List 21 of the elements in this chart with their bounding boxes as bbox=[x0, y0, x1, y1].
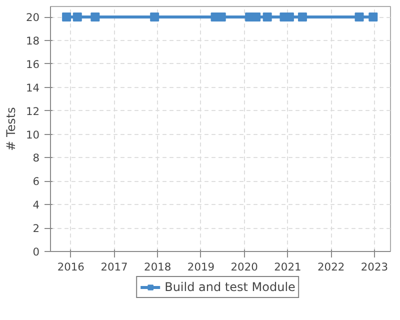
x-tick-label: 2017 bbox=[100, 260, 128, 274]
y-tick-label: 16 bbox=[26, 58, 40, 71]
x-tick-label: 2020 bbox=[230, 260, 258, 274]
y-tick-label: 0 bbox=[32, 246, 40, 258]
y-tick-label: 18 bbox=[26, 34, 40, 48]
y-tick-label: 8 bbox=[32, 152, 40, 165]
y-tick-label: 20 bbox=[26, 11, 40, 24]
x-tick-label: 2022 bbox=[318, 260, 345, 274]
y-tick-label: 6 bbox=[32, 175, 40, 188]
y-tick-label: 14 bbox=[26, 81, 40, 94]
x-tick-label: 2019 bbox=[187, 260, 215, 274]
y-tick-label: 4 bbox=[32, 198, 40, 212]
legend-label: Build and test Module bbox=[164, 280, 296, 294]
x-tick-label: 2018 bbox=[144, 260, 172, 274]
x-tick-label: 2021 bbox=[274, 260, 302, 274]
y-tick-label: 12 bbox=[26, 104, 40, 118]
y-tick-label: 2 bbox=[32, 222, 40, 236]
y-tick-label: 10 bbox=[26, 128, 40, 142]
y-axis-title: # Tests bbox=[4, 107, 18, 151]
x-tick-label: 2023 bbox=[360, 260, 388, 274]
x-tick-label: 2016 bbox=[57, 260, 85, 274]
